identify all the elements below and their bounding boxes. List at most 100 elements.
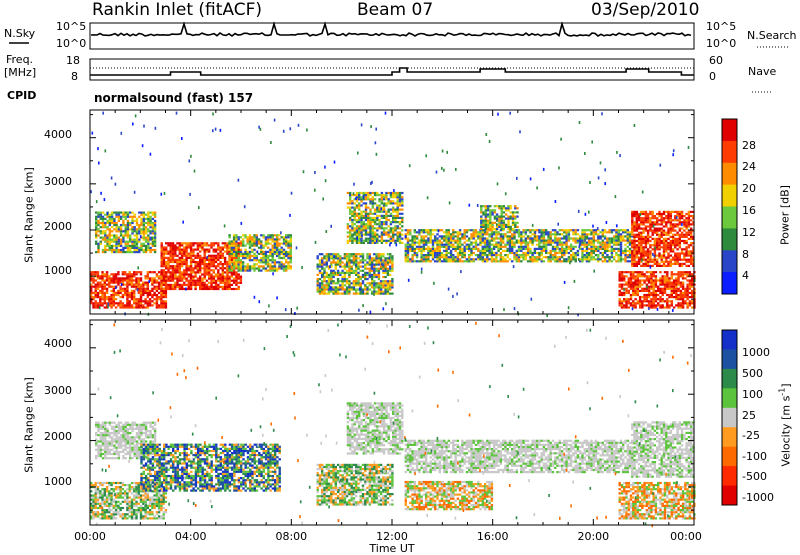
heatmap-cell — [440, 245, 444, 248]
heatmap-cell — [221, 271, 224, 274]
heatmap-cell — [667, 260, 670, 263]
heatmap-cell — [617, 233, 620, 236]
heatmap-cell — [276, 252, 279, 255]
heatmap-cell — [221, 287, 224, 291]
heatmap-cell — [674, 225, 677, 228]
heatmap-cell — [642, 237, 645, 240]
heatmap-cell — [480, 207, 483, 210]
heatmap-cell — [643, 279, 646, 282]
heatmap-cell — [334, 265, 337, 268]
heatmap-cell — [135, 244, 139, 247]
heatmap-cell — [133, 296, 136, 299]
heatmap-cell — [101, 285, 104, 288]
heatmap-cell — [90, 302, 93, 305]
heatmap-cell — [674, 219, 677, 222]
heatmap-cell — [115, 236, 118, 239]
heatmap-cell — [199, 277, 202, 280]
heatmap-cell — [542, 245, 546, 248]
heatmap-cell — [162, 273, 165, 276]
heatmap-cell — [92, 298, 95, 301]
heatmap-cell — [92, 291, 95, 294]
heatmap-cell — [641, 296, 644, 299]
heatmap-cell — [385, 212, 388, 215]
heatmap-cell — [631, 258, 634, 261]
heatmap-cell — [178, 252, 181, 255]
heatmap-cell — [349, 206, 352, 209]
heatmap-cell — [389, 265, 392, 268]
heatmap-cell — [506, 247, 509, 250]
heatmap-cell — [167, 279, 170, 282]
heatmap-cell — [348, 271, 351, 274]
heatmap-cell — [371, 204, 374, 207]
heatmap-cell — [373, 265, 376, 268]
heatmap-cell — [355, 267, 358, 270]
heatmap-cell — [226, 242, 229, 245]
heatmap-cell — [560, 260, 564, 263]
heatmap-cell — [563, 241, 566, 244]
heatmap-cell — [502, 225, 506, 228]
heatmap-cell — [481, 251, 484, 255]
heatmap-cell — [606, 245, 609, 248]
heatmap-cell — [636, 275, 639, 278]
heatmap-cell — [590, 245, 593, 248]
heatmap-cell — [323, 284, 326, 287]
heatmap-cell — [119, 302, 122, 305]
heatmap-cell — [391, 267, 394, 270]
heatmap-cell — [94, 279, 97, 282]
heatmap-cell — [632, 283, 635, 286]
heatmap-cell — [574, 231, 577, 234]
heatmap-cell — [153, 240, 157, 243]
heatmap-cell — [615, 260, 618, 263]
heatmap-cell — [651, 210, 654, 213]
heatmap-cell — [199, 260, 202, 264]
heatmap-cell — [640, 252, 643, 255]
heatmap-cell — [139, 296, 143, 299]
heatmap-cell — [126, 251, 130, 254]
heatmap-cell — [658, 210, 661, 213]
heatmap-cell — [110, 281, 113, 284]
heatmap-cell — [538, 237, 541, 240]
heatmap-cell — [615, 247, 618, 250]
heatmap-cell — [94, 291, 97, 294]
heatmap-cell — [351, 233, 354, 236]
heatmap-cell — [422, 235, 426, 238]
heatmap-cell — [427, 249, 430, 252]
heatmap-cell — [246, 238, 249, 241]
heatmap-cell — [192, 279, 195, 282]
heatmap-cell — [119, 217, 123, 220]
heatmap-cell — [119, 228, 123, 231]
heatmap-cell — [445, 249, 448, 252]
heatmap-cell — [239, 269, 243, 272]
heatmap-cell — [624, 249, 627, 252]
heatmap-cell — [180, 279, 184, 282]
heatmap-cell — [486, 221, 490, 224]
heatmap-cell — [196, 281, 200, 284]
heatmap-cell — [627, 302, 630, 305]
heatmap-cell — [115, 211, 118, 214]
heatmap-cell — [264, 238, 268, 241]
heatmap-cell — [641, 279, 644, 282]
heatmap-cell — [642, 221, 645, 224]
heatmap-cell — [685, 248, 688, 251]
heatmap-cell — [676, 256, 679, 259]
heatmap-cell — [645, 300, 649, 303]
heatmap-cell — [387, 191, 390, 195]
heatmap-cell — [165, 275, 168, 278]
heatmap-cell — [574, 256, 577, 259]
heatmap-cell — [427, 258, 430, 261]
heatmap-cell — [588, 260, 591, 263]
heatmap-cell — [346, 241, 350, 244]
heatmap-cell — [271, 236, 274, 239]
heatmap-cell — [114, 291, 118, 294]
heatmap-cell — [334, 255, 337, 258]
heatmap-cell — [425, 243, 428, 246]
heatmap-cell — [108, 279, 111, 282]
heatmap-cell — [146, 275, 149, 278]
heatmap-cell — [489, 211, 492, 214]
heatmap-cell — [536, 258, 539, 261]
heatmap-cell — [406, 231, 410, 234]
heatmap-cell — [667, 248, 670, 251]
heatmap-cell — [676, 219, 679, 222]
heatmap-cell — [99, 275, 102, 278]
heatmap-cell — [205, 250, 209, 253]
